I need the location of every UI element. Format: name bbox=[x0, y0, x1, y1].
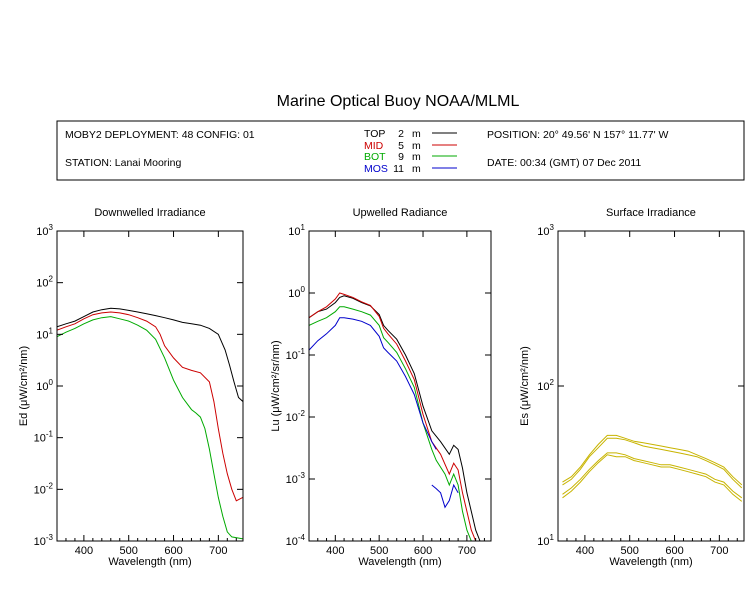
y-axis-label: Es (μW/cm²/nm) bbox=[519, 346, 531, 426]
info-box: MOBY2 DEPLOYMENT: 48 CONFIG: 01 STATION:… bbox=[56, 120, 745, 181]
y-tick-label: 10-2 bbox=[286, 409, 306, 424]
series-line-bot bbox=[309, 306, 472, 541]
panel-title: Surface Irradiance bbox=[606, 207, 696, 219]
x-tick-label: 500 bbox=[621, 545, 639, 557]
charts-area: 400 500 600 700 10-3 10-2 10-1 100 101 102 103 Down… bbox=[18, 207, 745, 568]
depth-label: BOT bbox=[364, 151, 386, 163]
x-axis-label: Wavelength (nm) bbox=[358, 556, 441, 568]
y-tick-label: 10-4 bbox=[286, 533, 306, 548]
deployment-text: MOBY2 DEPLOYMENT: 48 CONFIG: 01 bbox=[65, 129, 255, 141]
panel-title: Downwelled Irradiance bbox=[94, 207, 205, 219]
y-tick-label: 10-1 bbox=[34, 430, 54, 445]
x-tick-label: 500 bbox=[370, 545, 388, 557]
depth-legend-row-mos: MOS 11 m bbox=[364, 163, 457, 175]
plot-frame bbox=[56, 230, 244, 542]
y-tick-label: 10-1 bbox=[286, 347, 306, 362]
x-tick-label: 600 bbox=[665, 545, 683, 557]
y-tick-label: 10-3 bbox=[286, 471, 306, 486]
x-axis-label: Wavelength (nm) bbox=[108, 556, 191, 568]
plot-frame bbox=[308, 230, 492, 542]
series-group bbox=[57, 307, 243, 540]
x-tick-label: 400 bbox=[75, 545, 93, 557]
series-line-es-scan-4 bbox=[562, 454, 743, 502]
depth-unit: m bbox=[412, 163, 421, 175]
depth-label: MOS bbox=[364, 163, 388, 175]
series-line-top bbox=[309, 295, 485, 541]
y-tick-label: 10-2 bbox=[34, 481, 54, 496]
position-text: POSITION: 20° 49.56' N 157° 11.77' W bbox=[487, 129, 669, 141]
series-group bbox=[309, 292, 485, 541]
date-text: DATE: 00:34 (GMT) 07 Dec 2011 bbox=[487, 157, 641, 169]
chart-panel-1: 400 500 600 700 10-3 10-2 10-1 100 101 102 103 Down… bbox=[18, 207, 244, 568]
series-line-es-scan-1 bbox=[562, 434, 743, 486]
y-tick-label: 103 bbox=[36, 223, 53, 238]
y-tick-label: 103 bbox=[537, 223, 554, 238]
y-tick-label: 101 bbox=[36, 326, 53, 341]
y-tick-label: 10-3 bbox=[34, 533, 54, 548]
depth-unit: m bbox=[412, 128, 421, 140]
y-tick-label: 101 bbox=[288, 223, 305, 238]
x-tick-label: 700 bbox=[458, 545, 476, 557]
series-line-es-scan-2 bbox=[562, 437, 743, 489]
panel-title: Upwelled Radiance bbox=[353, 207, 448, 219]
y-tick-label: 102 bbox=[36, 275, 53, 290]
y-tick-label: 100 bbox=[36, 378, 53, 393]
x-tick-label: 400 bbox=[326, 545, 344, 557]
series-line-mos bbox=[309, 317, 459, 509]
y-tick-label: 102 bbox=[537, 378, 554, 393]
series-line-es-scan-3 bbox=[562, 452, 743, 499]
y-tick-label: 100 bbox=[288, 285, 305, 300]
figure-title: Marine Optical Buoy NOAA/MLML bbox=[277, 93, 520, 110]
depth-legend-row-mid: MID 5 m bbox=[364, 140, 457, 152]
x-tick-label: 700 bbox=[710, 545, 728, 557]
station-text: STATION: Lanai Mooring bbox=[65, 157, 181, 169]
x-axis-label: Wavelength (nm) bbox=[609, 556, 692, 568]
depth-unit: m bbox=[412, 151, 421, 163]
series-line-top bbox=[57, 307, 243, 402]
depth-legend-row-top: TOP 2 m bbox=[364, 128, 457, 140]
depth-value: 2 bbox=[398, 128, 404, 140]
y-axis-label: Lu (μW/cm²/sr/nm) bbox=[270, 340, 282, 431]
x-tick-label: 600 bbox=[164, 545, 182, 557]
chart-panel-3: 400 500 600 700 101 102 103 Surface Irradiance W… bbox=[519, 207, 745, 568]
series-line-mid bbox=[309, 292, 477, 541]
x-tick-label: 700 bbox=[209, 545, 227, 557]
depth-value: 9 bbox=[398, 151, 404, 163]
x-tick-label: 500 bbox=[120, 545, 138, 557]
series-line-mid bbox=[57, 311, 243, 502]
series-group bbox=[562, 434, 743, 502]
depth-value: 11 bbox=[393, 163, 404, 175]
series-line-bot bbox=[57, 316, 243, 540]
depth-unit: m bbox=[412, 140, 421, 152]
depth-label: TOP bbox=[364, 128, 385, 140]
x-tick-label: 600 bbox=[414, 545, 432, 557]
chart-panel-2: 400 500 600 700 10-4 10-3 10-2 10-1 100 101 Upwell… bbox=[270, 207, 492, 568]
info-box-frame bbox=[56, 120, 745, 181]
y-tick-label: 101 bbox=[537, 533, 554, 548]
y-axis-label: Ed (μW/cm²/nm) bbox=[18, 346, 30, 426]
depth-legend-row-bot: BOT 9 m bbox=[364, 151, 457, 163]
plot-frame bbox=[557, 230, 745, 542]
depth-label: MID bbox=[364, 140, 384, 152]
depth-value: 5 bbox=[398, 140, 404, 152]
x-tick-label: 400 bbox=[576, 545, 594, 557]
